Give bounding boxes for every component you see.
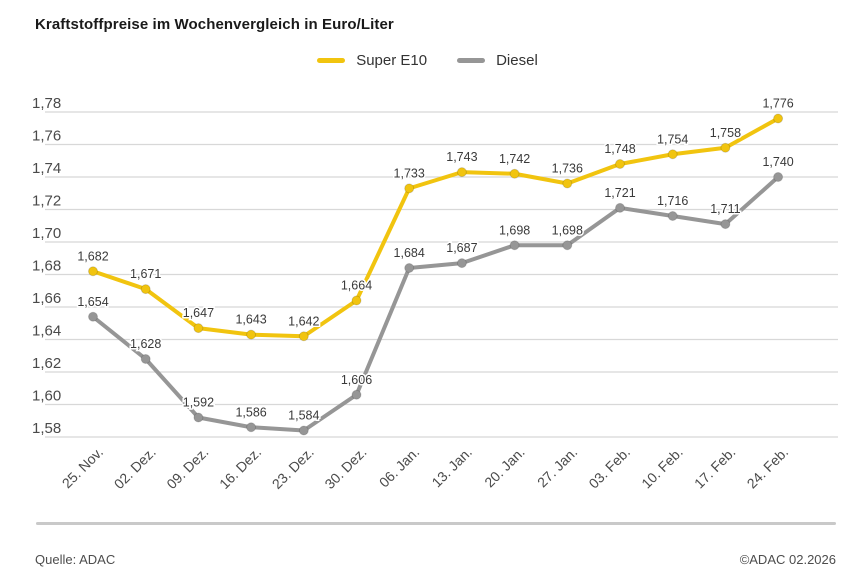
data-point-super-e10 <box>298 331 309 342</box>
data-point-diesel <box>562 240 573 251</box>
data-point-super-e10 <box>351 295 362 306</box>
data-point-diesel <box>351 389 362 400</box>
series-line-super-e10 <box>91 116 781 339</box>
copyright-text: ©ADAC 02.2026 <box>739 552 836 567</box>
legend-swatch-diesel-icon <box>457 58 486 63</box>
x-tick-label: 13. Jan. <box>428 444 475 491</box>
value-label: 1,758 <box>710 126 741 140</box>
value-label: 1,592 <box>183 396 214 410</box>
x-tick-label: 02. Dez. <box>111 444 159 492</box>
data-point-super-e10 <box>562 178 573 189</box>
legend-item-diesel: Diesel <box>457 52 538 69</box>
x-tick-label: 25. Nov. <box>59 444 106 491</box>
data-point-diesel <box>88 311 98 322</box>
y-tick-label: 1,72 <box>32 193 61 210</box>
y-tick-label: 1,74 <box>32 160 61 177</box>
value-label: 1,698 <box>552 223 583 237</box>
x-tick-label: 10. Feb. <box>638 444 686 492</box>
y-tick-label: 1,64 <box>32 323 61 340</box>
data-point-diesel <box>509 240 520 251</box>
data-point-super-e10 <box>667 149 678 160</box>
data-point-super-e10 <box>615 159 625 169</box>
data-point-super-e10 <box>720 142 731 153</box>
data-point-diesel <box>720 219 731 230</box>
data-point-diesel <box>615 202 625 213</box>
value-label: 1,711 <box>710 202 740 216</box>
value-label: 1,643 <box>235 313 266 327</box>
x-tick-label: 03. Feb. <box>585 444 633 492</box>
x-tick-label: 23. Dez. <box>269 444 317 492</box>
y-tick-label: 1,60 <box>32 388 61 405</box>
x-tick-label: 24. Feb. <box>744 444 792 492</box>
value-label: 1,606 <box>341 373 372 387</box>
data-point-super-e10 <box>246 329 257 340</box>
y-tick-label: 1,68 <box>32 258 61 275</box>
data-point-super-e10 <box>140 284 151 295</box>
value-label: 1,776 <box>762 97 793 111</box>
source-text: Quelle: ADAC <box>35 552 116 567</box>
data-point-diesel <box>140 354 151 364</box>
value-label: 1,586 <box>235 405 266 419</box>
value-label: 1,716 <box>657 194 688 208</box>
footer: Quelle: ADAC ©ADAC 02.2026 <box>35 552 836 567</box>
y-tick-label: 1,66 <box>32 290 61 307</box>
value-label: 1,687 <box>446 241 477 255</box>
legend-label-diesel: Diesel <box>496 52 538 69</box>
value-label: 1,647 <box>183 306 214 320</box>
series-line-diesel <box>91 175 781 433</box>
value-label: 1,748 <box>604 142 635 156</box>
x-tick-label: 17. Feb. <box>691 444 739 492</box>
value-label: 1,733 <box>394 166 425 180</box>
y-tick-label: 1,70 <box>32 225 61 242</box>
data-point-diesel <box>456 258 467 269</box>
value-label: 1,671 <box>130 267 161 281</box>
value-label: 1,743 <box>446 150 477 164</box>
legend: Super E10 Diesel <box>0 52 855 69</box>
data-point-diesel <box>667 211 678 221</box>
legend-item-super-e10: Super E10 <box>317 52 427 69</box>
data-point-diesel <box>773 172 784 182</box>
x-tick-label: 20. Jan. <box>481 444 528 491</box>
value-label: 1,754 <box>657 132 688 146</box>
y-tick-label: 1,76 <box>32 128 61 145</box>
value-label: 1,584 <box>288 409 319 423</box>
x-tick-label: 27. Jan. <box>534 444 581 491</box>
data-point-diesel <box>404 263 415 273</box>
x-tick-label: 16. Dez. <box>216 444 264 492</box>
data-point-super-e10 <box>404 183 415 194</box>
legend-swatch-super-e10-icon <box>317 58 346 63</box>
value-label: 1,664 <box>341 279 372 293</box>
data-point-super-e10 <box>456 167 467 178</box>
legend-label-super-e10: Super E10 <box>356 52 428 69</box>
x-tick-label: 09. Dez. <box>163 444 211 492</box>
value-label: 1,721 <box>604 186 635 200</box>
data-point-diesel <box>298 425 309 436</box>
value-label: 1,642 <box>288 314 319 328</box>
x-tick-label: 06. Jan. <box>376 444 423 491</box>
data-point-super-e10 <box>88 266 98 277</box>
y-tick-label: 1,78 <box>32 95 61 112</box>
value-label: 1,628 <box>130 337 161 351</box>
footer-divider <box>36 522 836 525</box>
value-label: 1,684 <box>394 246 425 260</box>
data-point-super-e10 <box>509 168 520 179</box>
chart-title: Kraftstoffpreise im Wochenvergleich in E… <box>35 16 394 34</box>
value-label: 1,698 <box>499 223 530 237</box>
data-point-super-e10 <box>193 323 204 334</box>
value-label: 1,740 <box>762 155 793 169</box>
y-tick-label: 1,58 <box>32 420 61 437</box>
value-label: 1,742 <box>499 152 530 166</box>
x-tick-label: 30. Dez. <box>321 444 369 492</box>
data-point-diesel <box>193 412 204 423</box>
value-label: 1,736 <box>552 162 583 176</box>
y-tick-label: 1,62 <box>32 355 61 372</box>
data-point-diesel <box>246 422 257 433</box>
data-point-super-e10 <box>773 113 784 124</box>
value-label: 1,682 <box>77 249 108 263</box>
value-label: 1,654 <box>77 295 108 309</box>
